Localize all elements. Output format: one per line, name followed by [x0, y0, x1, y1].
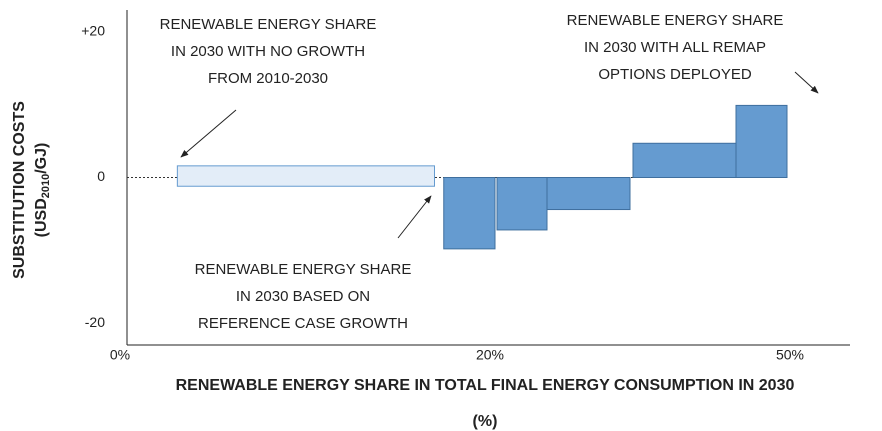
y-tick-label: +20: [81, 23, 105, 39]
unit-part: /GJ): [33, 143, 50, 174]
baseline-band: [176, 165, 435, 187]
y-tick-label: -20: [85, 314, 105, 330]
bar: [496, 177, 548, 231]
unit-subscript: 2010: [40, 174, 52, 198]
annotation: OPTIONS DEPLOYED: [598, 66, 752, 83]
unit-part: (USD: [33, 198, 50, 237]
arrow: [180, 109, 237, 158]
annotation: RENEWABLE ENERGY SHARE: [160, 16, 377, 33]
y-axis-unit: (USD2010/GJ): [33, 143, 52, 238]
arrow: [397, 195, 432, 239]
bar: [735, 104, 788, 178]
arrow: [794, 71, 819, 94]
annotation: RENEWABLE ENERGY SHARE: [195, 261, 412, 278]
annotation: FROM 2010-2030: [208, 70, 328, 87]
y-tick-label: 0: [97, 168, 105, 184]
x-axis-label: RENEWABLE ENERGY SHARE IN TOTAL FINAL EN…: [176, 377, 795, 394]
annotation: IN 2030 BASED ON: [236, 288, 370, 305]
x-axis-label: (%): [473, 413, 498, 430]
bar: [443, 177, 496, 250]
annotation: REFERENCE CASE GROWTH: [198, 315, 408, 332]
bar: [546, 177, 631, 211]
y-axis-label: SUBSTITUTION COSTS: [11, 101, 28, 279]
x-tick-label: 50%: [776, 347, 804, 363]
annotation: IN 2030 WITH NO GROWTH: [171, 43, 365, 60]
annotation: RENEWABLE ENERGY SHARE: [567, 12, 784, 29]
bar: [632, 142, 737, 179]
x-tick-label: 0%: [110, 347, 130, 363]
annotation: IN 2030 WITH ALL REMAP: [584, 39, 766, 56]
x-tick-label: 20%: [476, 347, 504, 363]
